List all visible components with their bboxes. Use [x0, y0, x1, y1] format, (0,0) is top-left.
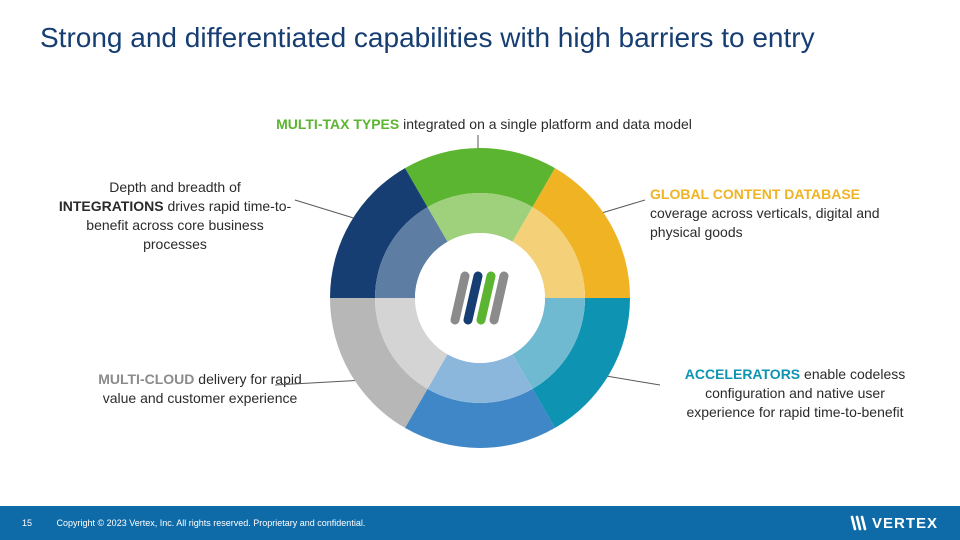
ring-diagram	[330, 148, 630, 448]
brand: VERTEX	[850, 515, 938, 532]
callout-bl: MULTI-CLOUD delivery for rapid value and…	[95, 370, 305, 408]
callout-top-hl: MULTI-TAX TYPES	[276, 116, 399, 132]
footer-left: 15 Copyright © 2023 Vertex, Inc. All rig…	[22, 518, 365, 528]
callout-bl-hl: MULTI-CLOUD	[98, 371, 194, 387]
callout-left: Depth and breadth of INTEGRATIONS drives…	[55, 178, 295, 254]
callout-right: GLOBAL CONTENT DATABASE coverage across …	[650, 185, 920, 242]
page-number: 15	[22, 518, 32, 528]
callout-left-hl: INTEGRATIONS	[59, 198, 164, 214]
callout-right-hl: GLOBAL CONTENT DATABASE	[650, 186, 860, 202]
brand-icon	[850, 515, 868, 531]
callout-br: ACCELERATORS enable codeless configurati…	[670, 365, 920, 422]
footer-bar: 15 Copyright © 2023 Vertex, Inc. All rig…	[0, 506, 960, 540]
callout-br-hl: ACCELERATORS	[685, 366, 800, 382]
page-title: Strong and differentiated capabilities w…	[40, 22, 815, 54]
copyright: Copyright © 2023 Vertex, Inc. All rights…	[57, 518, 366, 528]
slide: Strong and differentiated capabilities w…	[0, 0, 960, 540]
callout-top: MULTI-TAX TYPES integrated on a single p…	[244, 115, 724, 134]
